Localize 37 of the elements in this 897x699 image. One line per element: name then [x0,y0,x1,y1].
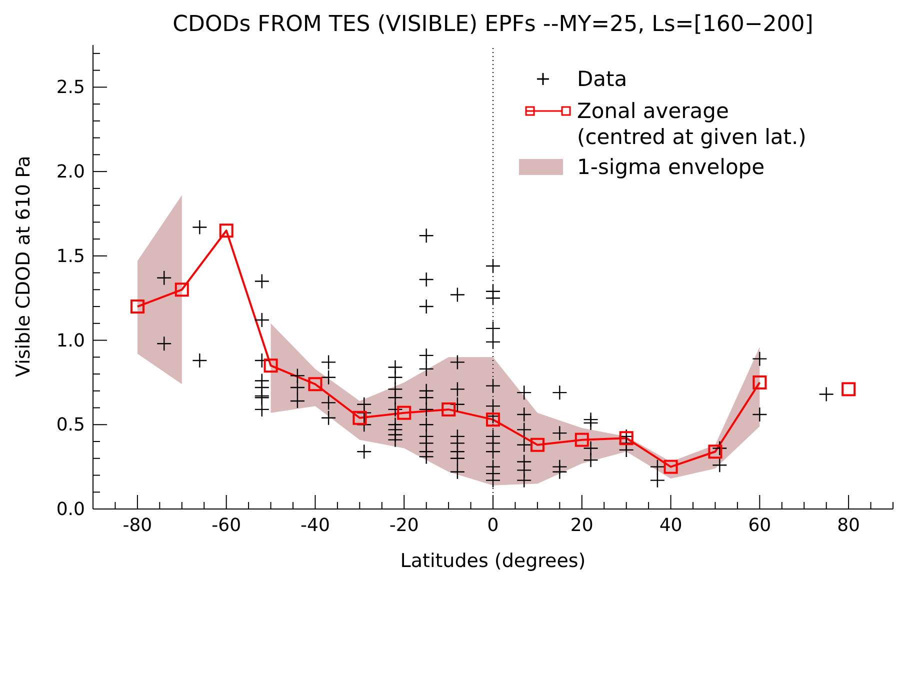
point [530,438,544,452]
x-tick-label: -60 [212,515,242,536]
point [664,460,678,474]
point [264,358,278,373]
y-tick-label: 2.0 [56,162,85,183]
legend-label: Zonal average (centred at given lat.) [577,98,806,150]
x-tick-label: 80 [837,515,860,536]
x-tick-label: 0 [487,515,499,536]
x-axis-title: Latitudes (degrees) [400,550,586,572]
y-tick-label: 1.0 [56,330,85,352]
legend-label: Data [577,66,628,92]
y-tick-label: 1.5 [56,246,85,267]
x-tick-label: 40 [659,515,682,536]
y-tick-label: 0.5 [56,414,85,436]
legend-label: 1-sigma envelope [577,154,765,180]
point [486,412,500,427]
point [308,377,322,392]
x-tick-label: 20 [570,515,594,536]
point [397,406,412,420]
x-tick-label: -20 [389,515,419,536]
point [352,410,367,425]
chart-title: CDODs FROM TES (VISIBLE) EPFs --MY=25, Ls=[160−200] [172,12,814,37]
point [130,300,144,314]
y-axis-title: Visible CDOD at 610 Pa [12,156,35,377]
point [574,432,589,447]
x-tick-label: -80 [122,515,152,536]
point [752,375,767,390]
point [842,382,856,396]
y-tick-label: 0.0 [56,499,85,520]
point [174,282,189,297]
point [219,224,234,238]
point [708,444,722,459]
x-tick-label: 60 [748,515,772,536]
y-tick-label: 2.5 [56,77,85,98]
x-tick-label: -40 [300,515,330,536]
point [619,431,634,446]
point [442,402,456,416]
